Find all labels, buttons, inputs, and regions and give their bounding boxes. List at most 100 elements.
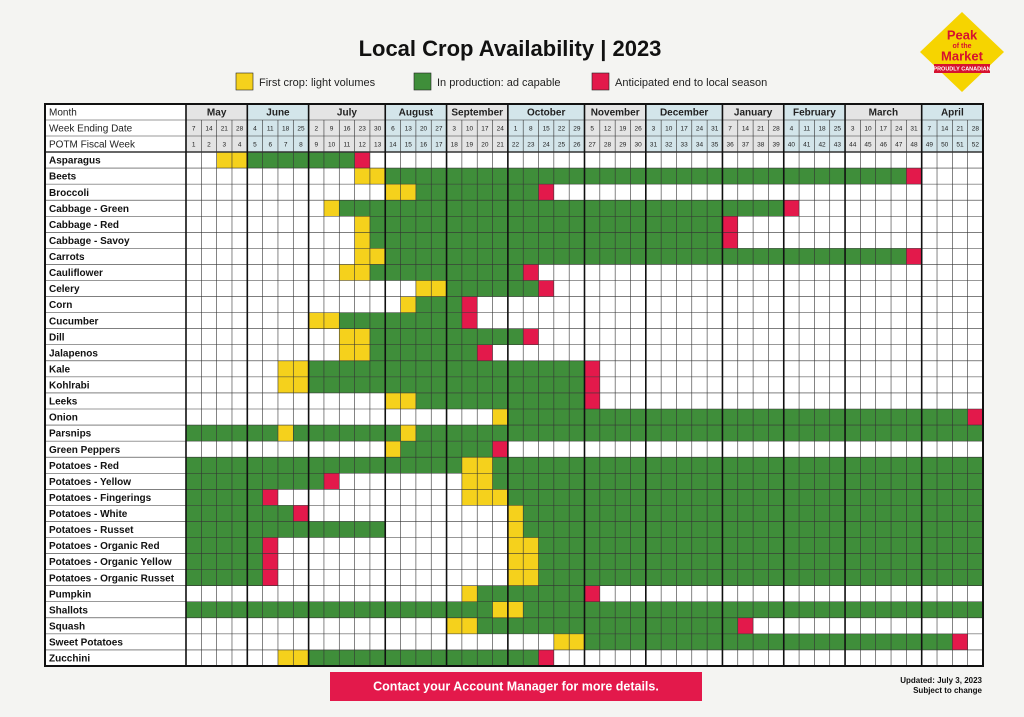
- crop-name: Kohlrabi: [49, 381, 90, 392]
- fiscal-week: 43: [834, 142, 842, 149]
- fiscal-week: 24: [543, 142, 551, 149]
- production-span: [308, 649, 539, 666]
- crop-name: Cauliflower: [49, 268, 103, 279]
- production-span: [186, 569, 263, 586]
- crop-name: Jalapenos: [49, 348, 98, 359]
- season-end-cell: [262, 553, 278, 570]
- week-date: 31: [910, 126, 918, 133]
- first-crop-cell: [507, 521, 524, 538]
- crop-name: Squash: [49, 621, 85, 632]
- fiscal-week: 23: [527, 142, 535, 149]
- fiscal-week: 20: [481, 142, 489, 149]
- crop-name: Potatoes - Yellow: [49, 477, 131, 488]
- crop-name: Shallots: [49, 605, 88, 616]
- fiscal-week: 48: [910, 142, 918, 149]
- first-crop-cell: [400, 392, 416, 409]
- fiscal-week: 29: [619, 142, 627, 149]
- cta-text[interactable]: Contact your Account Manager for more de…: [373, 679, 659, 693]
- week-date: 26: [635, 126, 643, 133]
- fiscal-week: 15: [405, 142, 413, 149]
- fiscal-week: 25: [558, 142, 566, 149]
- first-crop-cell: [308, 312, 324, 329]
- fiscal-week: 3: [223, 142, 227, 149]
- fiscal-week: 46: [880, 142, 888, 149]
- fiscal-week: 44: [849, 142, 857, 149]
- fiscal-week: 35: [711, 142, 719, 149]
- fiscal-week: 40: [788, 142, 796, 149]
- header-cell: [45, 120, 186, 136]
- production-span: [186, 505, 294, 522]
- crop-name: Green Peppers: [49, 445, 121, 456]
- fiscal-week: 42: [818, 142, 826, 149]
- crop-name: Potatoes - Organic Red: [49, 541, 160, 552]
- fiscal-week: 36: [726, 142, 734, 149]
- week-date: 4: [253, 126, 257, 133]
- updated-text: Updated: July 3, 2023: [900, 676, 982, 685]
- first-crop-cell: [354, 328, 370, 345]
- week-date: 16: [343, 126, 351, 133]
- fiscal-week: 49: [926, 142, 934, 149]
- week-date: 28: [972, 126, 980, 133]
- crop-name: Potatoes - White: [49, 509, 128, 520]
- crop-name: Potatoes - Russet: [49, 525, 134, 536]
- first-crop-cell: [354, 344, 370, 361]
- week-date: 3: [652, 126, 656, 133]
- week-date: 27: [435, 126, 443, 133]
- month-label: September: [451, 108, 503, 119]
- season-end-cell: [783, 200, 800, 217]
- week-date: 30: [374, 126, 382, 133]
- fiscal-week: 45: [864, 142, 872, 149]
- first-crop-cell: [354, 216, 370, 233]
- crop-name: Potatoes - Red: [49, 461, 119, 472]
- first-crop-cell: [523, 553, 539, 570]
- week-date: 22: [558, 126, 566, 133]
- week-date: 6: [391, 126, 395, 133]
- month-label: August: [399, 108, 434, 119]
- crop-name: Parsnips: [49, 429, 92, 440]
- fiscal-week: 4: [238, 142, 242, 149]
- first-crop-cell: [507, 569, 524, 586]
- first-crop-cell: [461, 473, 478, 490]
- week-date: 14: [941, 126, 949, 133]
- first-crop-cell: [354, 248, 370, 265]
- week-date: 10: [665, 126, 673, 133]
- crop-name: Onion: [49, 413, 78, 424]
- fiscal-week: 7: [284, 142, 288, 149]
- week-date: 10: [864, 126, 872, 133]
- first-crop-cell: [492, 489, 508, 506]
- month-label: February: [793, 108, 836, 119]
- season-end-cell: [906, 168, 922, 185]
- first-crop-cell: [461, 585, 478, 602]
- week-date: 7: [728, 126, 732, 133]
- week-date: 2: [314, 126, 318, 133]
- cta-button[interactable]: [330, 672, 702, 701]
- week-date: 25: [834, 126, 842, 133]
- week-date: 17: [681, 126, 689, 133]
- season-end-cell: [906, 248, 922, 265]
- fiscal-week: 1: [192, 142, 196, 149]
- first-crop-cell: [277, 360, 294, 377]
- first-crop-cell: [477, 489, 493, 506]
- fiscal-week: 50: [941, 142, 949, 149]
- season-end-cell: [492, 441, 508, 458]
- first-crop-cell: [492, 601, 508, 618]
- legend-swatch: [413, 72, 432, 91]
- production-span: [507, 489, 983, 506]
- week-date: 19: [619, 126, 627, 133]
- first-crop-cell: [277, 376, 294, 393]
- fiscal-week: 38: [757, 142, 765, 149]
- crop-name: Sweet Potatoes: [49, 638, 123, 649]
- first-crop-cell: [385, 184, 401, 201]
- season-end-cell: [538, 280, 554, 297]
- month-cell: [507, 104, 585, 152]
- first-crop-cell: [431, 280, 447, 297]
- week-date: 17: [880, 126, 888, 133]
- first-crop-cell: [507, 553, 524, 570]
- crop-name: Cabbage - Savoy: [49, 236, 130, 247]
- note-text: Subject to change: [913, 686, 982, 695]
- first-crop-cell: [339, 344, 355, 361]
- logo-text: Market: [941, 48, 984, 63]
- month-label: July: [337, 108, 357, 119]
- season-end-cell: [722, 216, 738, 233]
